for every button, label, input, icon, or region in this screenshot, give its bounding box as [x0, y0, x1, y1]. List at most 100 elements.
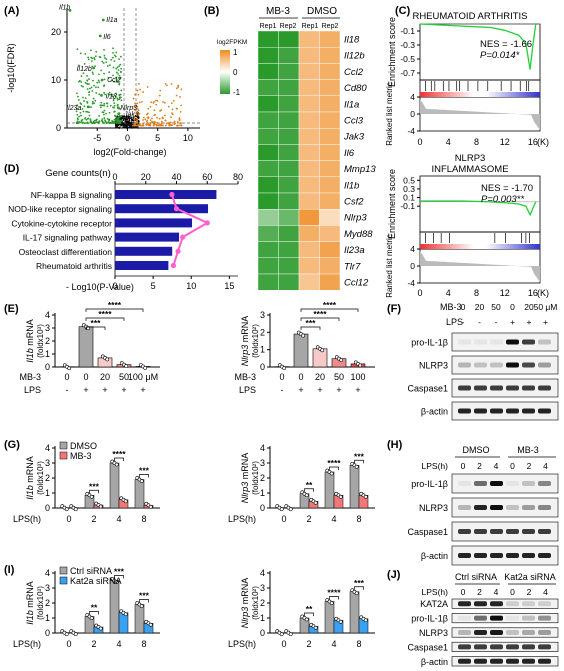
a-point-up: [153, 109, 156, 112]
blot-band: [458, 408, 471, 414]
d-top-tick-label: 0: [112, 172, 117, 182]
d-line-point: [169, 191, 175, 198]
y-tick-label: 3: [260, 583, 265, 593]
a-point-up: [142, 119, 144, 121]
a-point-down: [93, 102, 96, 105]
lps-value: +: [298, 385, 303, 395]
a-point-down: [106, 102, 109, 105]
a-point-up: [170, 102, 173, 105]
a-point-down: [118, 65, 120, 68]
b-cell: [298, 208, 320, 226]
bar: [78, 326, 94, 368]
a-point-down: [79, 79, 81, 82]
a-point-up: [137, 109, 140, 112]
c-plot2-title-2: INFLAMMASOME: [431, 164, 508, 175]
f-mb3-value: 0: [461, 302, 466, 312]
a-point-down: [76, 107, 78, 110]
y-tick-label: 1: [45, 488, 50, 498]
y-axis-label-rest: mRNA: [25, 319, 35, 348]
blot-box: [451, 332, 559, 352]
a-point-down: [92, 73, 94, 75]
d-bar: [115, 204, 209, 214]
blot-band: [474, 481, 487, 486]
h-time-value: 4: [543, 461, 548, 471]
bar-series-1: [324, 471, 335, 509]
replicate-dot: [329, 471, 334, 476]
blot-band: [490, 553, 503, 558]
a-point-down: [82, 96, 84, 99]
a-point-down: [93, 84, 95, 87]
y-tick-label: 4: [260, 443, 265, 453]
mb3-row-label: MB-3: [19, 372, 41, 382]
a-point-up: [171, 108, 174, 111]
h-time-value: 2: [527, 461, 532, 471]
a-point-down: [114, 55, 117, 58]
a-point-up: [136, 117, 139, 120]
b-row-label-il1a: Il1a: [344, 99, 359, 110]
b-row-label-jak3: Jak3: [343, 132, 365, 143]
c-metric-tick-label: -4: [407, 278, 415, 288]
c2-x-tick-label: 16: [528, 288, 538, 298]
d-line-point: [175, 248, 181, 254]
d-line-point: [170, 262, 177, 269]
a-point-down: [84, 117, 86, 120]
a-point-ns: [125, 115, 128, 117]
a-point-down: [112, 47, 114, 50]
a-point-labeled: [100, 78, 104, 82]
bar-series-1: [349, 465, 360, 509]
y-axis-unit: (foldx10³): [36, 324, 45, 358]
a-point-up: [154, 121, 157, 124]
b-row-label-tlr7: Tlr7: [344, 261, 361, 272]
mb3-value: 50: [334, 372, 344, 382]
blot-band: [522, 601, 535, 607]
a-point-down: [115, 115, 117, 118]
a-point-down: [100, 69, 103, 72]
b-cell: [278, 95, 300, 113]
b-rep-4: Rep2: [322, 23, 339, 30]
replicate-dot: [114, 462, 119, 467]
a-point-down: [75, 122, 78, 125]
blot-box: [451, 613, 559, 624]
a-point-down: [112, 99, 115, 102]
lps-value: -: [281, 385, 284, 395]
sig-label: **: [91, 603, 98, 613]
sig-bracket: [354, 459, 364, 464]
a-point-down: [76, 113, 79, 116]
y-tick-label: 3: [45, 583, 50, 593]
blot-band: [522, 644, 535, 650]
j-time-value: 2: [527, 587, 532, 597]
y-tick-label: 0: [45, 628, 50, 638]
a-point-down: [97, 86, 100, 89]
b-row-label-ccl12: Ccl12: [344, 278, 369, 289]
b-heatmap-cells: [257, 30, 341, 291]
a-point-down: [102, 62, 105, 64]
a-point-down: [90, 49, 92, 52]
a-point-down: [116, 97, 119, 100]
replicate-dot: [143, 366, 148, 370]
blot-band: [490, 339, 503, 345]
b-cell: [278, 79, 300, 96]
f-mb3-value: 50: [491, 302, 501, 312]
blot-label: NLRP3: [419, 503, 448, 513]
a-point-up: [167, 121, 169, 124]
sig-bracket: [85, 326, 106, 330]
f-lane-headers: 0 20 50 0 20 50 μM- - - + + +: [461, 302, 558, 327]
lps-row-label: LPS: [239, 385, 256, 395]
a-point-down: [98, 73, 100, 76]
j-time-value: 4: [543, 587, 548, 597]
y-axis-label-rest: mRNA: [240, 453, 250, 482]
a-point-ns: [117, 127, 120, 129]
a-point-down: [80, 114, 82, 117]
b-cell: [278, 111, 300, 129]
replicate-dot: [73, 507, 78, 512]
c-es-tick-label: 0.5: [403, 175, 415, 185]
y-axis-unit: (foldx10²): [251, 461, 260, 495]
a-point-down: [88, 83, 90, 85]
b-cell: [298, 144, 320, 161]
a-point-up: [180, 124, 183, 127]
a-point-ns: [122, 126, 125, 129]
a-point-down: [82, 110, 85, 113]
blot-band: [506, 658, 519, 664]
a-point-down: [92, 97, 95, 100]
